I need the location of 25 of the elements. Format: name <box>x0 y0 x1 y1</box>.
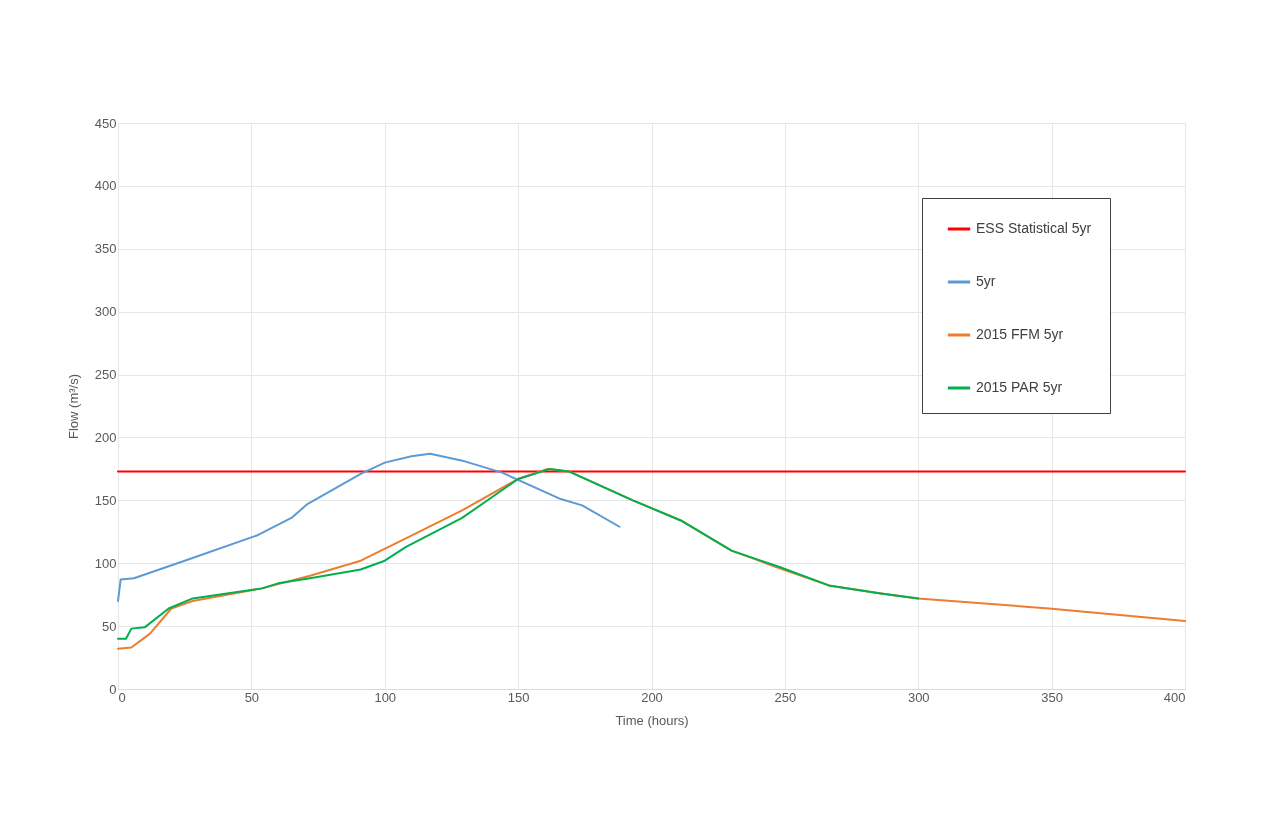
legend-label: 5yr <box>976 273 996 289</box>
x-tick-label: 100 <box>374 689 397 705</box>
y-tick-label: 450 <box>94 115 117 131</box>
y-tick-label: 350 <box>94 241 117 257</box>
y-tick-label: 150 <box>94 492 117 508</box>
x-tick-label: 250 <box>774 689 797 705</box>
x-tick-label: 50 <box>244 689 260 705</box>
legend-label: 2015 PAR 5yr <box>976 379 1063 395</box>
x-tick-label: 300 <box>907 689 930 705</box>
y-tick-label: 400 <box>94 178 117 194</box>
line-series <box>117 467 920 640</box>
legend-label: ESS Statistical 5yr <box>976 220 1092 236</box>
y-axis-title: Flow (m³/s) <box>65 374 81 439</box>
y-tick-label: 250 <box>94 367 117 383</box>
y-tick-label: 300 <box>94 304 117 320</box>
y-tick-label: 200 <box>94 429 117 445</box>
legend-label: 2015 FFM 5yr <box>976 326 1064 342</box>
line-series <box>117 452 621 602</box>
x-tick-label: 350 <box>1041 689 1063 705</box>
y-tick-label: 100 <box>94 555 117 571</box>
x-axis-title: Time (hours) <box>615 712 689 728</box>
y-tick-label: 50 <box>102 618 117 634</box>
x-tick-label: 200 <box>641 689 663 705</box>
x-tick-label: 150 <box>507 689 530 705</box>
x-tick-label: 400 <box>1163 689 1186 705</box>
